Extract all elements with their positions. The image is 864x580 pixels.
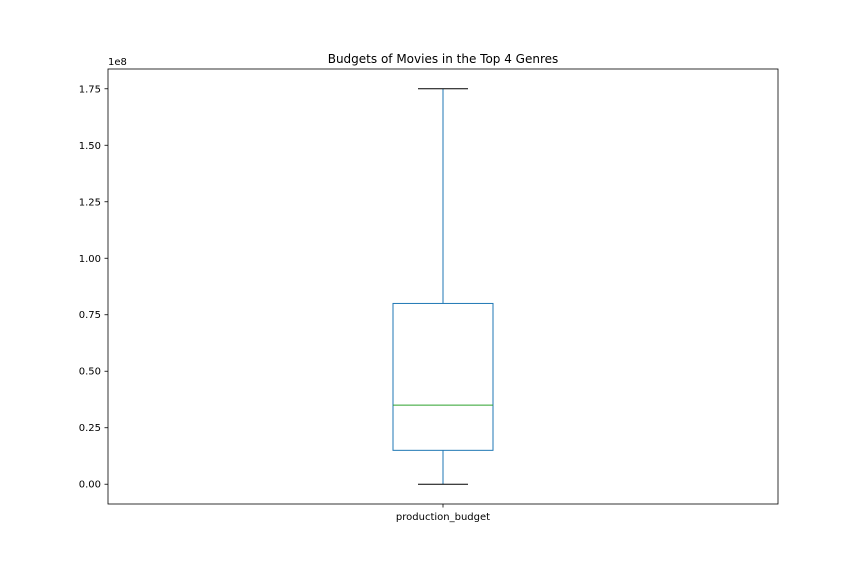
- y-tick-label: 1.25: [79, 197, 101, 208]
- y-tick-label: 1.75: [79, 84, 101, 95]
- box-iqr: [392, 302, 494, 451]
- axes-frame: [107, 68, 779, 505]
- chart-title: Budgets of Movies in the Top 4 Genres: [328, 52, 559, 66]
- y-tick-label: 0.50: [79, 367, 101, 378]
- y-tick-label: 0.00: [79, 480, 101, 491]
- y-axis-offset-text: 1e8: [108, 57, 127, 68]
- y-tick-label: 0.25: [79, 423, 101, 434]
- y-tick-label: 0.75: [79, 310, 101, 321]
- y-tick-label: 1.00: [79, 254, 101, 265]
- y-tick-label: 1.50: [79, 141, 101, 152]
- x-tick-label: production_budget: [396, 512, 490, 523]
- plot-area: 0.00 0.25 0.50 0.75 1.00 1.25 1.50 1.75 producti…: [79, 84, 494, 523]
